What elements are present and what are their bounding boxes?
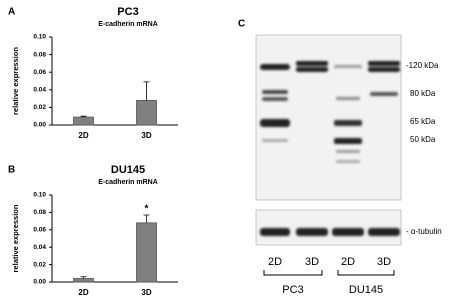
annotation: * bbox=[145, 204, 149, 215]
charts: A PC3 E-cadherin mRNA relative expression 0.… bbox=[8, 6, 178, 297]
lane-label: 3D bbox=[377, 256, 391, 268]
marker-label: 65 kDa bbox=[410, 117, 436, 126]
marker-label: 80 kDa bbox=[410, 89, 436, 98]
y-tick-label: 0.10 bbox=[33, 34, 46, 41]
error-bar bbox=[143, 214, 150, 223]
y-tick-label: 0.08 bbox=[33, 209, 46, 216]
bar bbox=[73, 116, 94, 126]
y-tick-label: 0.06 bbox=[33, 69, 46, 76]
error-bar bbox=[80, 276, 87, 279]
y-tick-label: 0.02 bbox=[33, 104, 46, 111]
chart-subtitle: E-cadherin mRNA bbox=[98, 179, 158, 186]
error-bar bbox=[80, 115, 87, 118]
lane-label: 2D bbox=[268, 256, 282, 268]
bands bbox=[260, 61, 400, 236]
y-tick-label: 0.04 bbox=[33, 87, 46, 94]
y-tick-label: 0.08 bbox=[33, 51, 46, 58]
bar bbox=[136, 222, 157, 283]
chart-title: PC3 bbox=[117, 6, 138, 18]
loading-control-label: - α-tubulin bbox=[406, 227, 442, 236]
x-tick-label: 2D bbox=[78, 131, 88, 140]
x-tick-label: 3D bbox=[141, 131, 151, 140]
y-tick-label: 0.10 bbox=[33, 192, 46, 199]
group-label: PC3 bbox=[282, 284, 303, 296]
y-tick-label: 0.00 bbox=[33, 122, 46, 129]
blot-membrane bbox=[255, 34, 402, 201]
panel-label: A bbox=[8, 7, 15, 18]
y-tick-label: 0.06 bbox=[33, 227, 46, 234]
y-axis-label: relative expression bbox=[11, 204, 20, 272]
x-tick-label: 2D bbox=[78, 288, 88, 297]
lane-label: 2D bbox=[341, 256, 355, 268]
group-bracket bbox=[263, 270, 395, 276]
marker-label: 50 kDa bbox=[410, 135, 436, 144]
panel-label: C bbox=[238, 19, 245, 30]
y-tick-label: 0.00 bbox=[33, 279, 46, 286]
chart-subtitle: E-cadherin mRNA bbox=[98, 21, 158, 28]
y-tick-label: 0.02 bbox=[33, 261, 46, 268]
y-axis-label: relative expression bbox=[11, 47, 20, 115]
bar bbox=[136, 99, 157, 126]
western-blot: C -120 kDa 80 kDa 65 kDa 50 kDa - α-tubu… bbox=[238, 19, 442, 296]
panel-label: B bbox=[8, 165, 15, 176]
lane-label: 3D bbox=[305, 256, 319, 268]
marker-label: -120 kDa bbox=[406, 61, 439, 70]
blot-membrane bbox=[255, 209, 402, 246]
group-label: DU145 bbox=[349, 284, 383, 296]
x-tick-label: 3D bbox=[141, 288, 151, 297]
y-tick-label: 0.04 bbox=[33, 244, 46, 251]
chart-title: DU145 bbox=[111, 164, 145, 176]
error-bar bbox=[143, 81, 150, 101]
bar bbox=[73, 278, 94, 283]
